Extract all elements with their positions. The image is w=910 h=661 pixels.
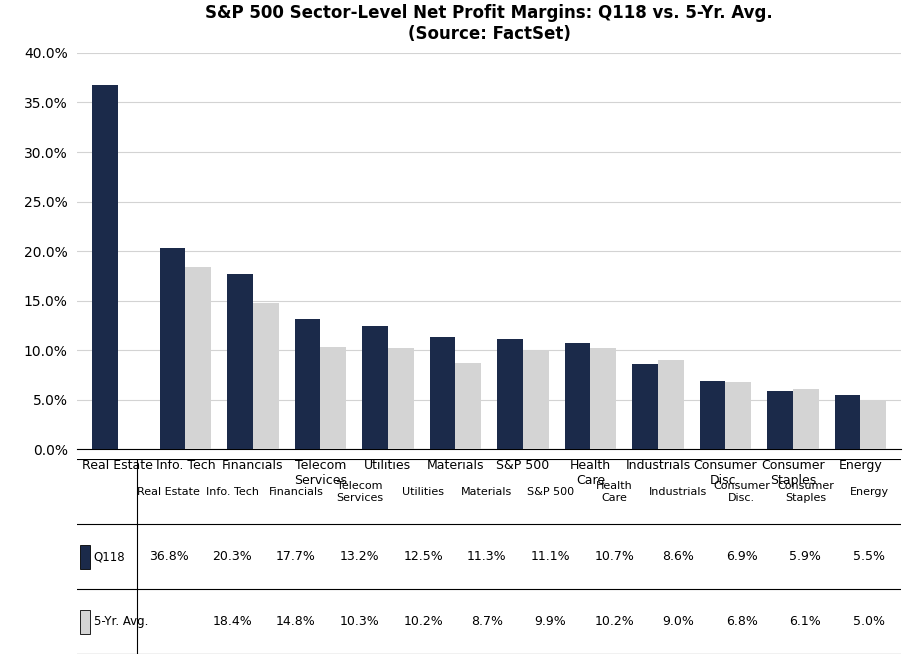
Text: Utilities: Utilities — [402, 487, 444, 497]
Text: 11.3%: 11.3% — [467, 551, 507, 563]
Bar — [320, 348, 346, 449]
Text: 8.6%: 8.6% — [662, 551, 694, 563]
Bar — [793, 389, 819, 449]
Text: 9.0%: 9.0% — [662, 615, 694, 629]
Bar — [591, 348, 616, 449]
Text: 17.7%: 17.7% — [276, 551, 316, 563]
Bar — [632, 364, 658, 449]
Bar — [725, 382, 751, 449]
Text: 5-Yr. Avg.: 5-Yr. Avg. — [94, 615, 148, 629]
Bar — [253, 303, 278, 449]
Text: 6.8%: 6.8% — [726, 615, 758, 629]
Bar — [700, 381, 725, 449]
Text: Consumer
Staples: Consumer Staples — [777, 481, 834, 503]
Bar — [80, 545, 90, 568]
Text: 12.5%: 12.5% — [403, 551, 443, 563]
Text: 8.7%: 8.7% — [471, 615, 503, 629]
Text: Telecom
Services: Telecom Services — [336, 481, 383, 503]
Text: 10.2%: 10.2% — [403, 615, 443, 629]
Text: Energy: Energy — [850, 487, 889, 497]
Bar — [658, 360, 683, 449]
Text: 11.1%: 11.1% — [531, 551, 571, 563]
Bar — [523, 351, 549, 449]
Text: Industrials: Industrials — [649, 487, 707, 497]
Text: 9.9%: 9.9% — [535, 615, 567, 629]
Text: 10.3%: 10.3% — [339, 615, 379, 629]
Text: 5.0%: 5.0% — [853, 615, 885, 629]
Bar — [388, 348, 413, 449]
Text: S&P 500: S&P 500 — [527, 487, 574, 497]
Text: Consumer
Disc.: Consumer Disc. — [713, 481, 770, 503]
Bar — [767, 391, 793, 449]
Bar — [160, 248, 186, 449]
Text: 20.3%: 20.3% — [212, 551, 252, 563]
Text: Health
Care: Health Care — [596, 481, 632, 503]
Bar — [834, 395, 860, 449]
Text: Q118: Q118 — [94, 551, 126, 563]
Text: 5.5%: 5.5% — [853, 551, 885, 563]
Text: 14.8%: 14.8% — [276, 615, 316, 629]
Bar — [455, 364, 481, 449]
Text: 10.7%: 10.7% — [594, 551, 634, 563]
Text: 5.9%: 5.9% — [790, 551, 822, 563]
Bar — [295, 319, 320, 449]
Bar — [430, 337, 455, 449]
Bar — [860, 400, 886, 449]
Title: S&P 500 Sector-Level Net Profit Margins: Q118 vs. 5-Yr. Avg.
(Source: FactSet): S&P 500 Sector-Level Net Profit Margins:… — [206, 4, 773, 43]
Text: 10.2%: 10.2% — [594, 615, 634, 629]
Bar — [497, 340, 523, 449]
Text: 13.2%: 13.2% — [339, 551, 379, 563]
Bar — [92, 85, 118, 449]
Text: 6.1%: 6.1% — [790, 615, 821, 629]
Text: 36.8%: 36.8% — [148, 551, 188, 563]
Text: Real Estate: Real Estate — [137, 487, 200, 497]
Text: 6.9%: 6.9% — [726, 551, 757, 563]
Bar — [186, 267, 211, 449]
Text: Info. Tech: Info. Tech — [206, 487, 258, 497]
Bar — [362, 325, 388, 449]
Text: Financials: Financials — [268, 487, 323, 497]
Bar — [80, 610, 90, 634]
Text: 18.4%: 18.4% — [212, 615, 252, 629]
Bar — [228, 274, 253, 449]
Text: Materials: Materials — [461, 487, 512, 497]
Bar — [565, 344, 591, 449]
